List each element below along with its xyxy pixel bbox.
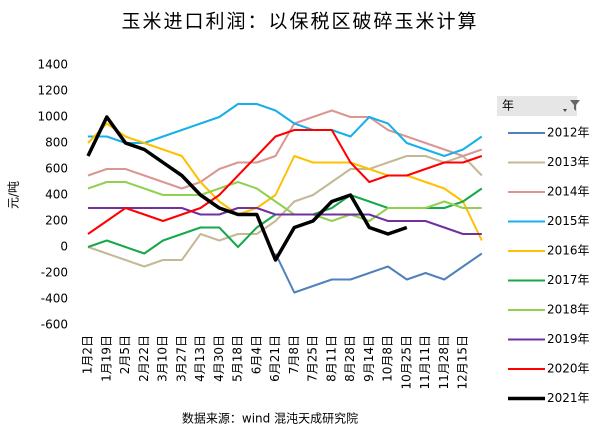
x-tick-label: 10月8日 — [381, 335, 395, 382]
y-tick-label: 400 — [45, 188, 68, 202]
y-tick-label: -400 — [41, 292, 68, 306]
series-line — [87, 129, 483, 235]
x-tick-label: 8月28日 — [343, 335, 357, 382]
x-tick-label: 10月25日 — [399, 335, 413, 390]
series-line — [88, 207, 482, 235]
x-tick-label: 7月25日 — [306, 335, 320, 382]
y-tick-label: -200 — [41, 266, 68, 280]
x-tick-label: 6月4日 — [249, 335, 263, 374]
legend-label: 2019年 — [547, 332, 590, 346]
legend-label: 2021年 — [547, 391, 590, 405]
y-tick-label: -600 — [41, 318, 68, 332]
x-tick-label: 4月13日 — [193, 335, 207, 382]
legend-label: 2018年 — [547, 303, 590, 317]
x-tick-label: 1月19日 — [99, 335, 113, 382]
legend-label: 2015年 — [547, 214, 590, 228]
x-tick-label: 7月8日 — [287, 335, 301, 374]
x-tick-label: 11月28日 — [437, 335, 451, 390]
series-line — [88, 103, 483, 157]
legend-label: 2012年 — [547, 126, 590, 140]
x-tick-label: 2月22日 — [137, 335, 151, 382]
series-line — [87, 122, 483, 241]
legend-title: 年 — [502, 99, 514, 113]
x-tick-label: 1月2日 — [81, 335, 95, 374]
x-tick-label: 11月11日 — [418, 335, 432, 390]
y-tick-label: 1200 — [37, 84, 68, 98]
legend-label: 2013年 — [547, 155, 590, 169]
y-tick-label: 1400 — [37, 58, 68, 72]
y-tick-label: 0 — [60, 240, 68, 254]
y-tick-label: 600 — [45, 162, 68, 176]
chart-title: 玉米进口利润：以保税区破碎玉米计算 — [121, 11, 478, 33]
y-tick-label: 200 — [45, 214, 68, 228]
y-axis-label: 元/吨 — [7, 181, 21, 209]
legend-label: 2014年 — [547, 185, 590, 199]
series-line — [87, 109, 483, 190]
series-line — [86, 115, 408, 262]
x-tick-label: 8月11日 — [324, 335, 338, 382]
series-line — [87, 181, 482, 222]
x-tick-label: 3月10日 — [156, 335, 170, 382]
x-tick-label: 3月27日 — [174, 335, 188, 382]
x-tick-label: 12月15日 — [456, 335, 470, 390]
series-line — [87, 155, 483, 268]
x-tick-label: 5月18日 — [231, 335, 245, 382]
legend-label: 2016年 — [547, 244, 590, 258]
legend-header — [497, 96, 577, 116]
legend-label: 2020年 — [547, 362, 590, 376]
x-tick-label: 2月5日 — [118, 335, 132, 374]
x-tick-label: 6月21日 — [268, 335, 282, 382]
y-tick-label: 800 — [45, 136, 68, 150]
filter-icon[interactable] — [570, 100, 580, 111]
x-tick-label: 9月14日 — [362, 335, 376, 382]
x-tick-label: 4月30日 — [212, 335, 226, 382]
dropdown-icon[interactable] — [563, 109, 567, 112]
source-note: 数据来源：wind 混沌天成研究院 — [182, 411, 358, 426]
y-tick-label: 1000 — [37, 110, 68, 124]
legend-label: 2017年 — [547, 273, 590, 287]
series-line — [274, 252, 483, 294]
